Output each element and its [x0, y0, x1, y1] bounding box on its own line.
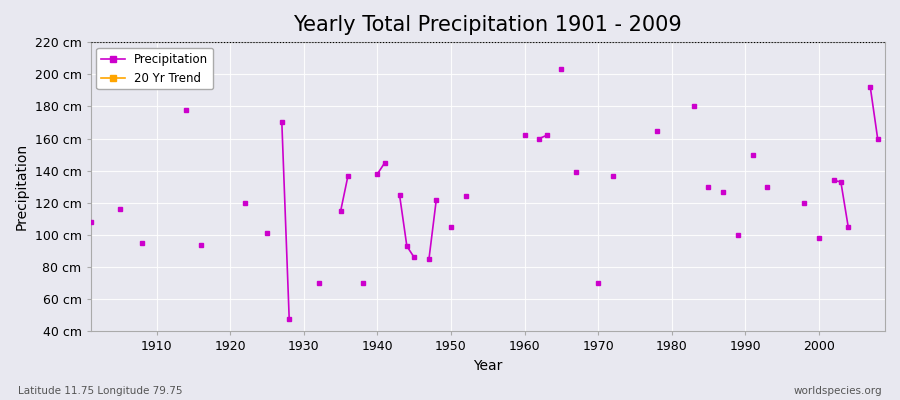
Text: Latitude 11.75 Longitude 79.75: Latitude 11.75 Longitude 79.75: [18, 386, 183, 396]
Text: worldspecies.org: worldspecies.org: [794, 386, 882, 396]
Legend: Precipitation, 20 Yr Trend: Precipitation, 20 Yr Trend: [96, 48, 213, 89]
Title: Yearly Total Precipitation 1901 - 2009: Yearly Total Precipitation 1901 - 2009: [293, 15, 682, 35]
X-axis label: Year: Year: [473, 359, 502, 373]
Y-axis label: Precipitation: Precipitation: [15, 143, 29, 230]
